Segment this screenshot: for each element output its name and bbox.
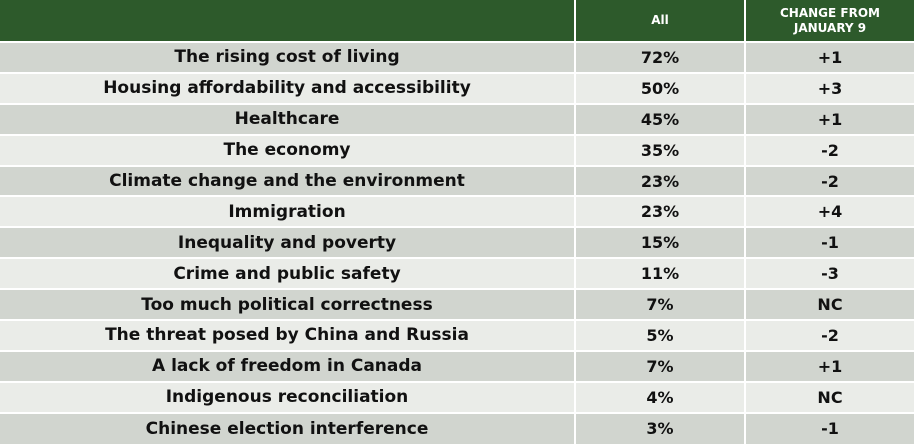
change-value-cell: +1 xyxy=(744,102,914,135)
header-change: CHANGE FROM JANUARY 9 xyxy=(744,0,914,42)
issue-cell: Climate change and the environment xyxy=(0,164,575,197)
table-row: The rising cost of living 72% +1 xyxy=(0,41,914,73)
issue-cell: Housing affordability and accessibility xyxy=(0,71,575,104)
change-value-cell: -3 xyxy=(744,257,914,290)
table-row: Indigenous reconciliation 4% NC xyxy=(0,380,914,413)
issue-cell: A lack of freedom in Canada xyxy=(0,349,575,382)
table-body: The rising cost of living 72% +1 Housing af… xyxy=(0,41,914,444)
change-value-cell: +1 xyxy=(744,349,914,382)
change-value-cell: -2 xyxy=(744,319,914,351)
all-value-cell: 11% xyxy=(574,257,745,290)
all-value-cell: 15% xyxy=(574,226,745,259)
table-row: Housing affordability and accessibility 5… xyxy=(0,71,914,104)
issue-cell: Chinese election interference xyxy=(0,411,575,444)
all-value-cell: 23% xyxy=(574,164,745,197)
all-value-cell: 23% xyxy=(574,195,745,228)
table-row: Climate change and the environment 23% -2 xyxy=(0,164,914,197)
header-row: All CHANGE FROM JANUARY 9 xyxy=(0,0,914,42)
table-row: Too much political correctness 7% NC xyxy=(0,288,914,321)
issue-cell: Indigenous reconciliation xyxy=(0,380,575,413)
all-value-cell: 7% xyxy=(574,288,745,321)
header-change-line2: JANUARY 9 xyxy=(793,20,867,35)
issue-cell: Crime and public safety xyxy=(0,257,575,290)
change-value-cell: -2 xyxy=(744,164,914,197)
all-value-cell: 5% xyxy=(574,319,745,351)
change-value-cell: +4 xyxy=(744,195,914,228)
change-value-cell: +3 xyxy=(744,71,914,104)
all-value-cell: 7% xyxy=(574,349,745,382)
table-row: Chinese election interference 3% -1 xyxy=(0,411,914,444)
change-value-cell: NC xyxy=(744,380,914,413)
issue-cell: Too much political correctness xyxy=(0,288,575,321)
all-value-cell: 4% xyxy=(574,380,745,413)
table-row: Crime and public safety 11% -3 xyxy=(0,257,914,290)
all-value-cell: 35% xyxy=(574,133,745,166)
all-value-cell: 50% xyxy=(574,71,745,104)
table-row: Immigration 23% +4 xyxy=(0,195,914,228)
change-value-cell: +1 xyxy=(744,41,914,73)
table-row: The economy 35% -2 xyxy=(0,133,914,166)
issue-cell: Healthcare xyxy=(0,102,575,135)
all-value-cell: 45% xyxy=(574,102,745,135)
header-all: All xyxy=(574,0,745,42)
issue-cell: The economy xyxy=(0,133,575,166)
table-row: A lack of freedom in Canada 7% +1 xyxy=(0,349,914,382)
change-value-cell: NC xyxy=(744,288,914,321)
all-value-cell: 3% xyxy=(574,411,745,444)
header-issue xyxy=(0,0,575,42)
table-row: The threat posed by China and Russia 5% -2 xyxy=(0,319,914,351)
change-value-cell: -2 xyxy=(744,133,914,166)
table-row: Inequality and poverty 15% -1 xyxy=(0,226,914,259)
issue-cell: The rising cost of living xyxy=(0,41,575,73)
issue-cell: Immigration xyxy=(0,195,575,228)
issue-cell: Inequality and poverty xyxy=(0,226,575,259)
table-row: Healthcare 45% +1 xyxy=(0,102,914,135)
issue-cell: The threat posed by China and Russia xyxy=(0,319,575,351)
all-value-cell: 72% xyxy=(574,41,745,73)
change-value-cell: -1 xyxy=(744,226,914,259)
header-change-line1: CHANGE FROM xyxy=(780,5,880,20)
change-value-cell: -1 xyxy=(744,411,914,444)
